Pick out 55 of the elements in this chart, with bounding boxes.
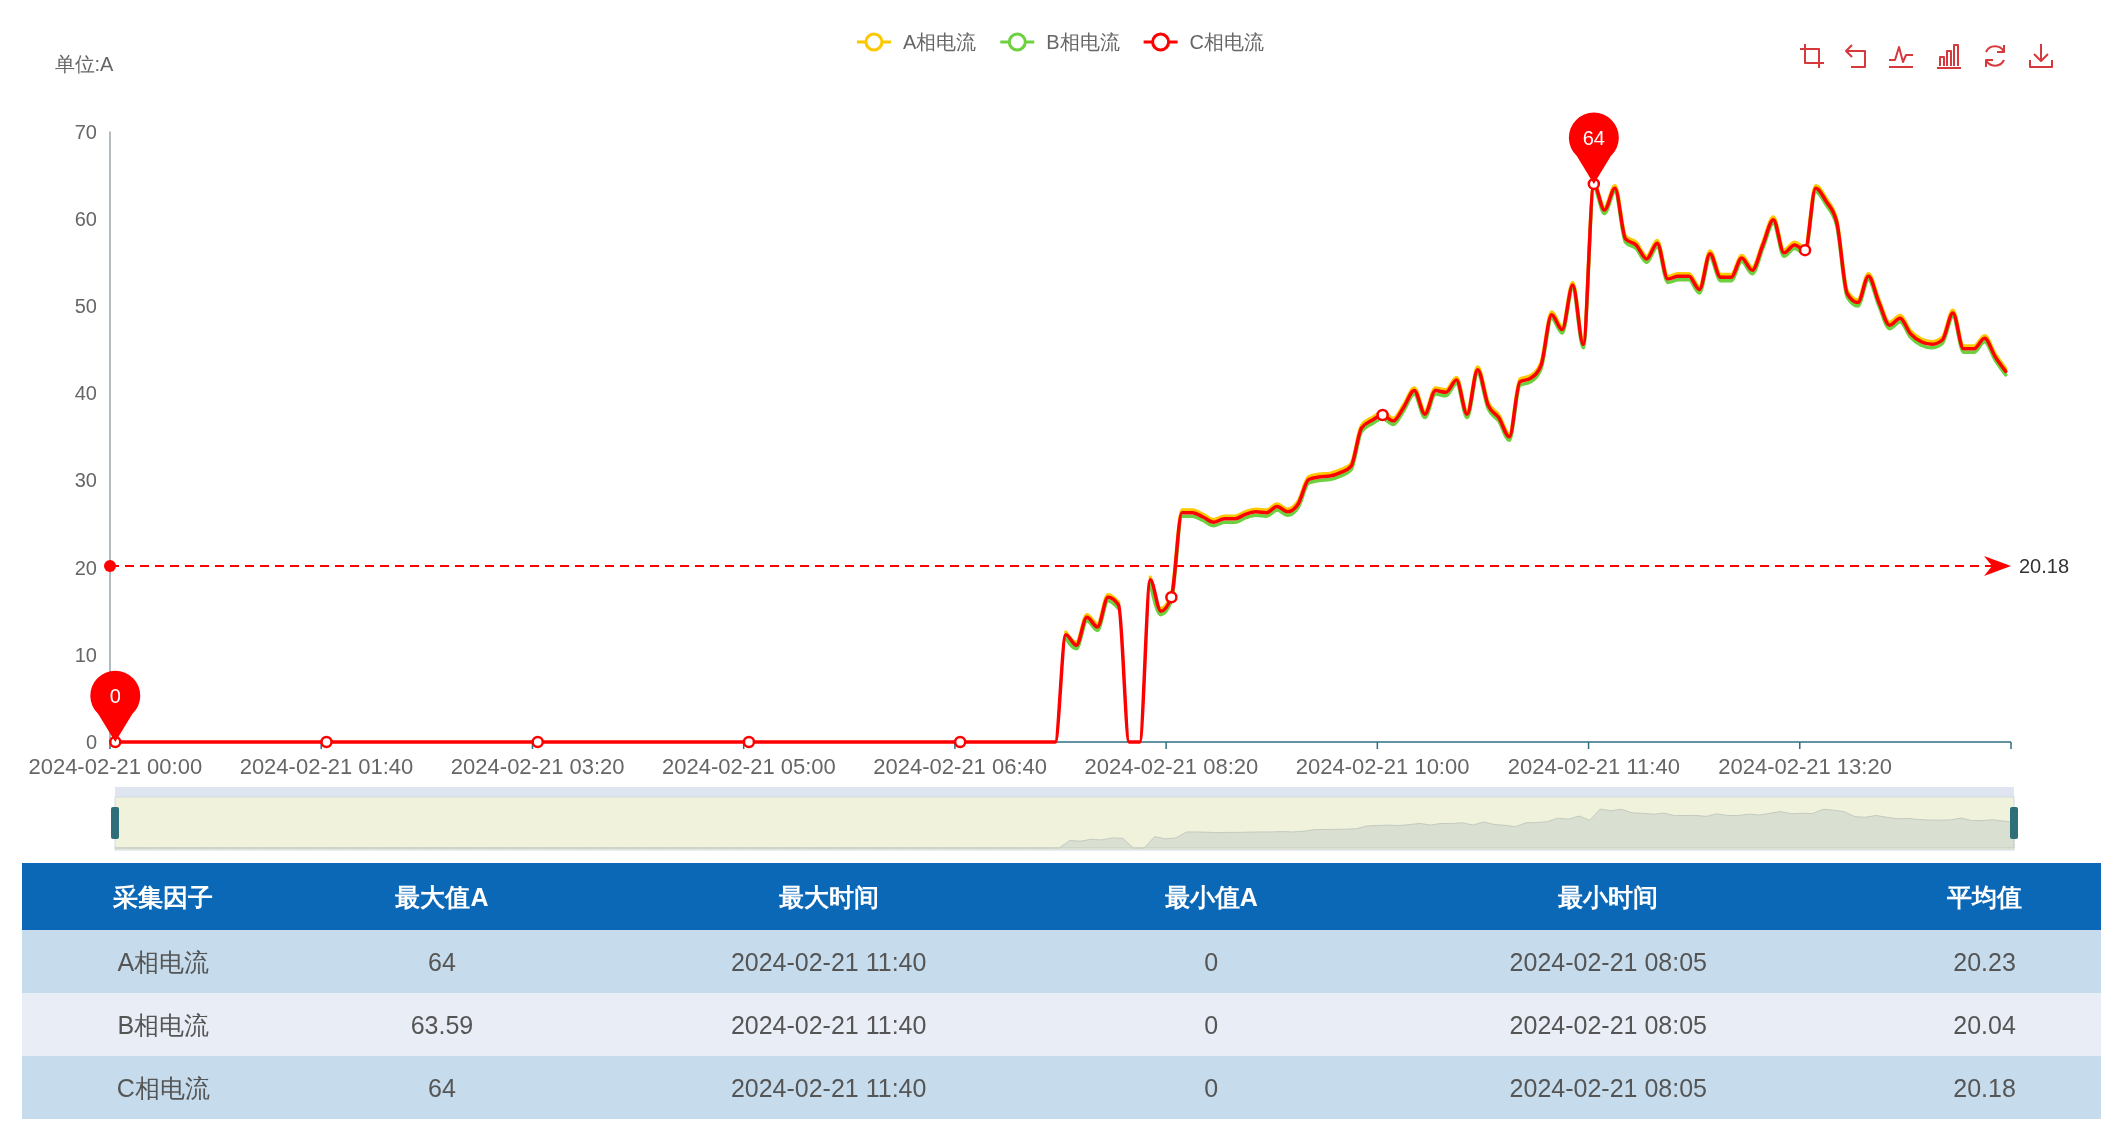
text: 64: [428, 947, 456, 976]
text: 2024-02-21 11:40: [730, 1073, 927, 1102]
point: [531, 735, 544, 749]
text: 64: [428, 1073, 456, 1102]
annotation: 0: [109, 685, 121, 707]
x-tick-label: 2024-02-21 06:40: [873, 753, 1048, 779]
text: 2024-02-21 08:05: [1509, 1073, 1707, 1102]
text: 2024-02-21 11:40: [730, 947, 927, 976]
text: 20.23: [1953, 947, 2016, 976]
y-tick-label: 0: [85, 731, 97, 753]
category-label: 采集因子: [112, 882, 214, 911]
legend-label: C相电流: [1189, 31, 1265, 53]
x-tick-label: 2024-02-21 13:20: [1718, 753, 1892, 779]
point: [1376, 408, 1389, 422]
text: 20.18: [1953, 1073, 2016, 1102]
text: 0: [1204, 947, 1219, 976]
y-tick-label: 70: [74, 120, 97, 143]
y-tick-label: 40: [74, 382, 97, 405]
y-tick-label: 50: [74, 295, 97, 317]
y-tick-label: 30: [74, 469, 97, 492]
x-tick-label: 2024-02-21 10:00: [1295, 753, 1470, 779]
legend-label: B相电流: [1046, 31, 1120, 53]
category-label: 最大值A: [394, 882, 489, 911]
y-tick-label: 10: [74, 643, 97, 666]
legend-label: A相电流: [902, 31, 977, 53]
y-axis-title: 单位:A: [54, 53, 115, 75]
text: 20.04: [1953, 1010, 2016, 1039]
point: [742, 735, 756, 749]
category-label: 最小时间: [1557, 882, 1659, 911]
point: [1798, 243, 1812, 257]
x-tick-label: 2024-02-21 05:00: [662, 753, 836, 779]
category-label: 最小值A: [1163, 882, 1258, 911]
text: B相电流: [117, 1010, 210, 1039]
category-label: 最大时间: [777, 882, 879, 911]
x-tick-label: 2024-02-21 00:00: [28, 753, 203, 779]
point: [1165, 591, 1178, 604]
point: [320, 735, 333, 749]
x-tick-label: 2024-02-21 11:40: [1507, 753, 1680, 779]
text: 2024-02-21 08:05: [1509, 1010, 1707, 1039]
category-label: 平均值: [1946, 882, 2023, 911]
x-tick-label: 2024-02-21 01:40: [239, 753, 414, 779]
text: 0: [1204, 1010, 1219, 1039]
text: 2024-02-21 08:05: [1509, 947, 1707, 976]
text: C相电流: [116, 1073, 210, 1102]
ref-line-label: 20.18: [2019, 555, 2070, 578]
text: A相电流: [117, 947, 210, 976]
annotation: 64: [1582, 126, 1605, 149]
text: 0: [1204, 1073, 1219, 1102]
text: 2024-02-21 11:40: [730, 1010, 927, 1039]
y-tick-label: 20: [74, 556, 97, 579]
y-tick-label: 60: [74, 207, 97, 230]
x-tick-label: 2024-02-21 08:20: [1084, 753, 1259, 779]
point: [953, 735, 967, 749]
x-tick-label: 2024-02-21 03:20: [450, 753, 625, 779]
text: 63.59: [410, 1010, 474, 1039]
